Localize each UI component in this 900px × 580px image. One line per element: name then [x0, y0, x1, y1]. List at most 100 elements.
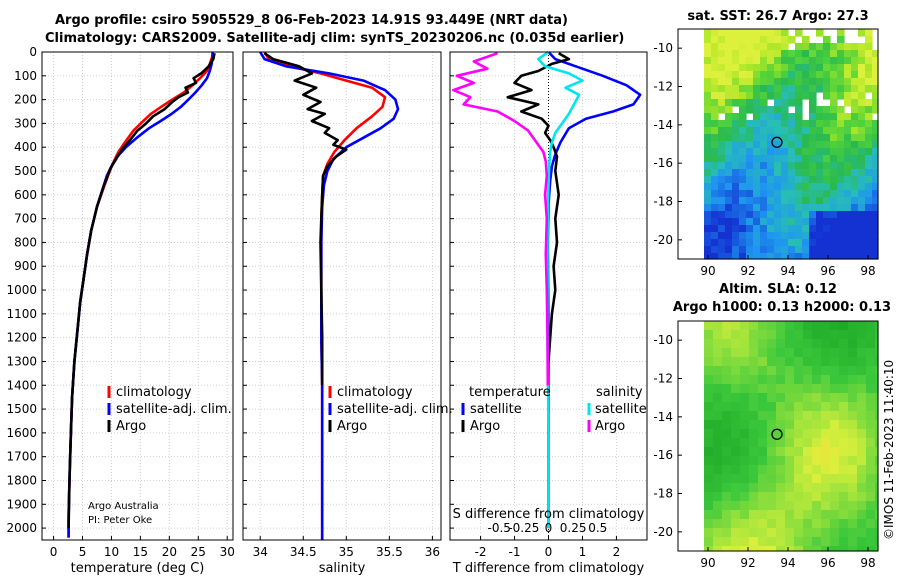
heatmap-cell [823, 106, 831, 114]
heatmap-cell [781, 127, 789, 135]
heatmap-cell [839, 528, 849, 538]
heatmap-cell [830, 510, 840, 520]
map-y-tick-label: -18 [653, 487, 673, 501]
heatmap-cell [823, 190, 831, 198]
heatmap-cell [816, 211, 824, 219]
heatmap-cell [794, 357, 804, 367]
heatmap-cell [830, 183, 838, 191]
heatmap-cell [722, 348, 732, 358]
heatmap-cell [713, 447, 723, 457]
heatmap-cell [816, 29, 824, 37]
heatmap-cell [788, 141, 796, 149]
heatmap-cell [848, 492, 858, 502]
heatmap-cell [844, 197, 852, 205]
heatmap-cell [848, 537, 858, 547]
heatmap-cell [830, 71, 838, 79]
heatmap-cell [851, 85, 859, 93]
heatmap-cell [872, 148, 879, 156]
heatmap-cell [851, 169, 859, 177]
x-tick-label: 34 [253, 545, 268, 559]
heatmap-cell [732, 155, 740, 163]
heatmap-cell [758, 411, 768, 421]
y-tick-label: 700 [14, 212, 37, 226]
heatmap-cell [866, 357, 876, 367]
heatmap-cell [739, 141, 747, 149]
heatmap-cell [749, 474, 759, 484]
heatmap-cell [767, 169, 775, 177]
heatmap-cell [872, 204, 879, 212]
heatmap-cell [839, 402, 849, 412]
heatmap-cell [732, 232, 740, 240]
heatmap-cell [809, 57, 817, 65]
heatmap-cell [823, 85, 831, 93]
heatmap-cell [788, 169, 796, 177]
heatmap-cell [816, 246, 824, 254]
heatmap-cell [767, 510, 777, 520]
heatmap-cell [858, 155, 866, 163]
x-tick-label: 30 [220, 545, 235, 559]
heatmap-cell [837, 162, 845, 170]
heatmap-cell [803, 339, 813, 349]
heatmap-cell [746, 190, 754, 198]
heatmap-cell [858, 197, 866, 205]
heatmap-cell [816, 43, 824, 51]
heatmap-cell [865, 232, 873, 240]
heatmap-cell [740, 501, 750, 511]
heatmap-cell [781, 176, 789, 184]
heatmap-cell [718, 246, 726, 254]
heatmap-cell [704, 474, 714, 484]
map-x-tick-label: 92 [740, 264, 755, 278]
heatmap-cell [809, 232, 817, 240]
heatmap-cell [857, 456, 867, 466]
heatmap-cell [830, 99, 838, 107]
heatmap-cell [865, 113, 873, 121]
x-tick-label: 34.5 [290, 545, 317, 559]
heatmap-cell [823, 225, 831, 233]
heatmap-cell [858, 162, 866, 170]
heatmap-cell [803, 483, 813, 493]
y-tick-label: 500 [14, 164, 37, 178]
heatmap-cell [722, 402, 732, 412]
y-tick-label: 1800 [6, 473, 37, 487]
heatmap-cell [722, 537, 732, 547]
heatmap-cell [788, 36, 796, 44]
heatmap-cell [857, 492, 867, 502]
heatmap-cell [839, 330, 849, 340]
heatmap-cell [739, 148, 747, 156]
heatmap-cell [740, 348, 750, 358]
heatmap-cell [858, 253, 866, 260]
heatmap-cell [746, 225, 754, 233]
heatmap-cell [858, 225, 866, 233]
series-line-satellite-adj-clim- [259, 51, 400, 540]
heatmap-cell [781, 253, 789, 260]
heatmap-cell [851, 246, 859, 254]
heatmap-cell [753, 162, 761, 170]
heatmap-cell [711, 113, 719, 121]
heatmap-cell [866, 402, 876, 412]
heatmap-cell [830, 321, 840, 331]
map-field-cells [704, 29, 879, 260]
heatmap-cell [866, 420, 876, 430]
heatmap-cell [758, 519, 768, 529]
heatmap-cell [821, 321, 831, 331]
heatmap-cell [821, 447, 831, 457]
heatmap-cell [865, 190, 873, 198]
heatmap-cell [823, 197, 831, 205]
heatmap-cell [788, 78, 796, 86]
heatmap-cell [844, 225, 852, 233]
heatmap-cell [767, 438, 777, 448]
heatmap-cell [767, 183, 775, 191]
heatmap-cell [830, 78, 838, 86]
heatmap-cell [746, 36, 754, 44]
heatmap-cell [851, 176, 859, 184]
heatmap-cell [858, 169, 866, 177]
heatmap-cell [746, 64, 754, 72]
heatmap-cell [816, 253, 824, 260]
heatmap-cell [781, 106, 789, 114]
heatmap-cell [851, 43, 859, 51]
heatmap-cell [739, 211, 747, 219]
heatmap-cell [753, 36, 761, 44]
heatmap-cell [866, 393, 876, 403]
heatmap-cell [722, 546, 732, 552]
heatmap-cell [732, 57, 740, 65]
